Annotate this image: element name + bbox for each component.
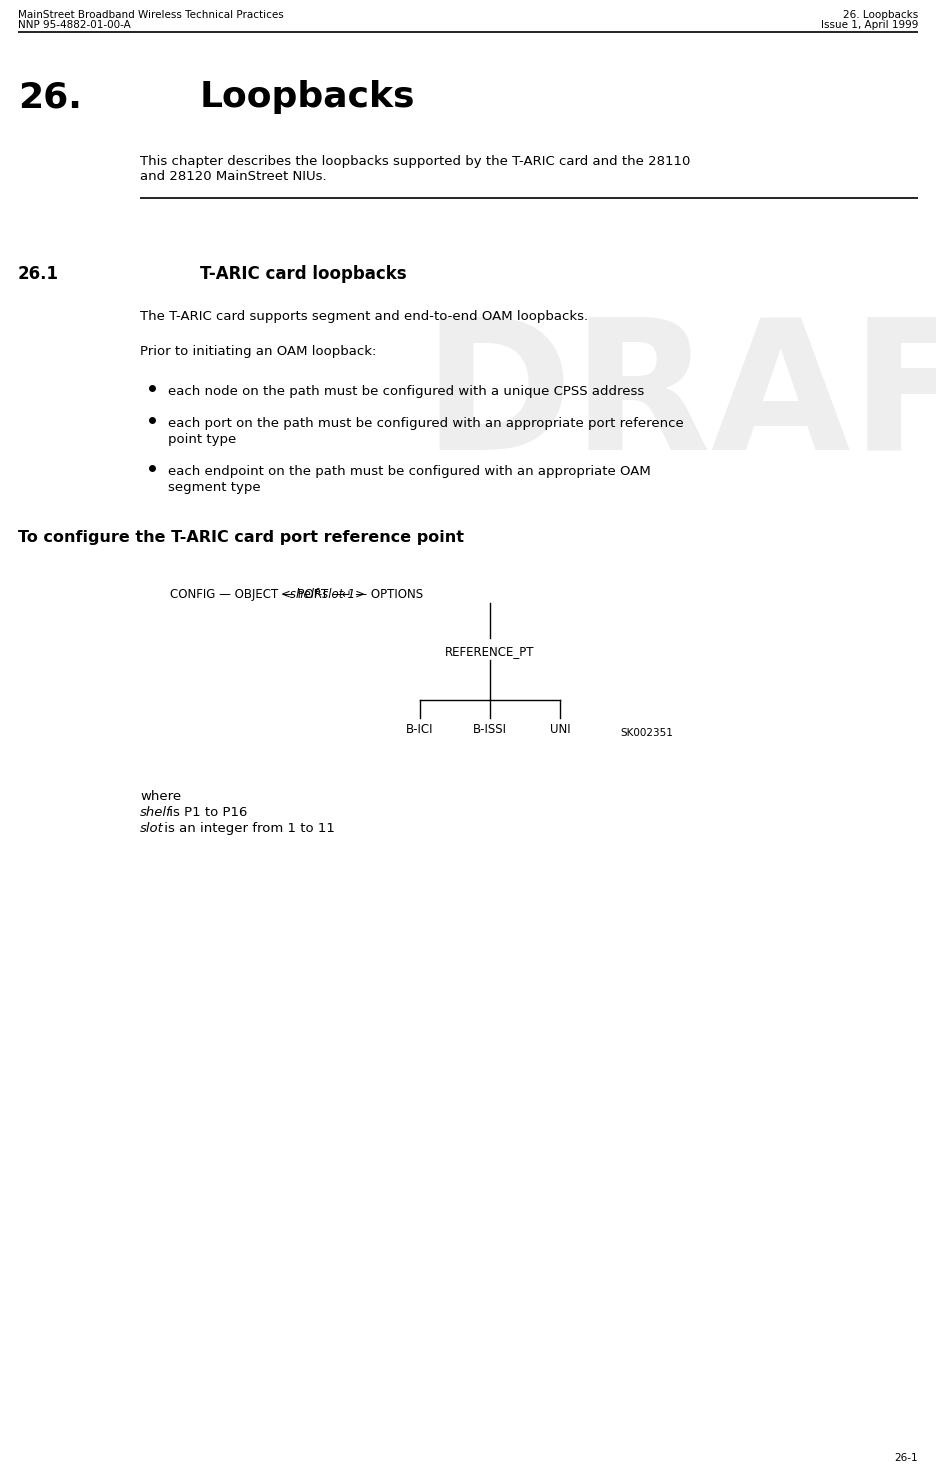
Text: MainStreet Broadband Wireless Technical Practices: MainStreet Broadband Wireless Technical … <box>18 10 284 21</box>
Text: ↵ — OPTIONS: ↵ — OPTIONS <box>338 587 423 601</box>
Text: slot: slot <box>140 822 164 835</box>
Text: NNP 95-4882-01-00-A: NNP 95-4882-01-00-A <box>18 21 131 30</box>
Text: Loopbacks: Loopbacks <box>200 80 416 114</box>
Text: is an integer from 1 to 11: is an integer from 1 to 11 <box>160 822 335 835</box>
Text: This chapter describes the loopbacks supported by the T-ARIC card and the 28110: This chapter describes the loopbacks sup… <box>140 155 691 168</box>
Text: 26.1: 26.1 <box>18 266 59 283</box>
Text: T-ARIC card loopbacks: T-ARIC card loopbacks <box>200 266 406 283</box>
Text: point type: point type <box>168 432 236 446</box>
Text: each endpoint on the path must be configured with an appropriate OAM: each endpoint on the path must be config… <box>168 465 651 478</box>
Text: Prior to initiating an OAM loopback:: Prior to initiating an OAM loopback: <box>140 345 376 359</box>
Text: 26-1: 26-1 <box>895 1452 918 1463</box>
Text: B-ICI: B-ICI <box>406 723 433 737</box>
Text: B-ISSI: B-ISSI <box>473 723 507 737</box>
Text: where: where <box>140 790 182 803</box>
Text: each port on the path must be configured with an appropriate port reference: each port on the path must be configured… <box>168 418 684 430</box>
Text: <shelf-slot-1>: <shelf-slot-1> <box>281 587 365 601</box>
Text: segment type: segment type <box>168 481 260 494</box>
Text: shelf: shelf <box>140 806 171 819</box>
Text: REFERENCE_PT: REFERENCE_PT <box>446 645 534 658</box>
Text: 26.: 26. <box>18 80 81 114</box>
Text: UNI: UNI <box>549 723 570 737</box>
Text: and 28120 MainStreet NIUs.: and 28120 MainStreet NIUs. <box>140 170 327 183</box>
Text: SK002351: SK002351 <box>620 728 673 738</box>
Text: CONFIG — OBJECT — PORT —: CONFIG — OBJECT — PORT — <box>170 587 347 601</box>
Text: The T-ARIC card supports segment and end-to-end OAM loopbacks.: The T-ARIC card supports segment and end… <box>140 310 588 323</box>
Text: each node on the path must be configured with a unique CPSS address: each node on the path must be configured… <box>168 385 644 399</box>
Text: Issue 1, April 1999: Issue 1, April 1999 <box>821 21 918 30</box>
Text: is P1 to P16: is P1 to P16 <box>165 806 247 819</box>
Text: DRAFT: DRAFT <box>422 311 936 489</box>
Text: 26. Loopbacks: 26. Loopbacks <box>842 10 918 21</box>
Text: To configure the T-ARIC card port reference point: To configure the T-ARIC card port refere… <box>18 530 464 545</box>
